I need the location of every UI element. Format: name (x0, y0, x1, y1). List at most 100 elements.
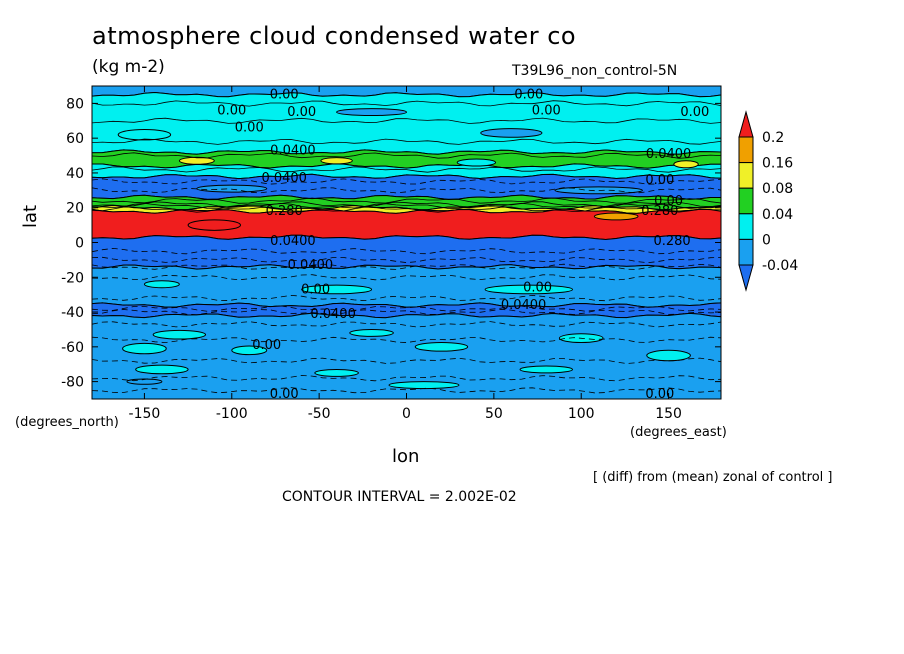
y-tick-label: -60 (61, 340, 84, 356)
y-tick-label: 80 (66, 96, 84, 112)
contour-patch (484, 284, 573, 295)
y-tick-label: 40 (66, 166, 84, 182)
y-tick-label: -80 (61, 375, 84, 391)
x-tick-label: -100 (216, 406, 248, 422)
contour-line (92, 247, 721, 255)
contour-line (92, 336, 721, 344)
contour-patch (301, 284, 373, 295)
contour-line (92, 166, 721, 173)
contour-line (92, 100, 721, 107)
contour-label: 0.00 (532, 103, 561, 118)
contour-patch (143, 280, 180, 289)
contour-patches (117, 108, 699, 390)
contour-line (92, 187, 721, 194)
contour-label: 0.00 (514, 88, 543, 103)
contour-label: 0.00 (235, 121, 264, 136)
contour-band (92, 264, 721, 308)
x-tick-label: -50 (308, 406, 331, 422)
contour-patch (231, 345, 268, 356)
contour-patch (646, 349, 691, 362)
contour-patch (135, 364, 189, 375)
contour-line (92, 357, 721, 364)
contour-label: 0.0400 (288, 258, 334, 273)
x-tick-label: -150 (129, 406, 161, 422)
contour-patch (414, 341, 469, 352)
contour-line (92, 375, 721, 382)
y-tick-label: -40 (61, 305, 84, 321)
contour-patch (122, 342, 167, 355)
colorbar: 0.2 0.16 0.08 0.04 0 -0.04 (738, 110, 798, 292)
contour-line (92, 178, 721, 185)
contour-patch (456, 158, 497, 167)
colorbar-extend-min (738, 264, 754, 292)
contour-label: 0.00 (252, 338, 281, 353)
contour-label: 0.0400 (646, 147, 692, 162)
contour-patch (336, 108, 407, 117)
y-tick-label: 0 (75, 236, 84, 252)
units-label: (kg m-2) (92, 57, 165, 77)
y-axis-units: (degrees_north) (15, 415, 119, 430)
contour-label: 0.0400 (501, 298, 547, 313)
contour-patch (673, 160, 699, 169)
x-axis-label: lon (392, 446, 420, 467)
contour-label: 0.0400 (270, 143, 316, 158)
colorbar-box (738, 162, 754, 189)
contour-line (92, 197, 721, 204)
contour-label: 0.280 (266, 204, 303, 219)
contour-line (92, 201, 721, 208)
y-tick-label: 60 (66, 131, 84, 147)
contour-line (92, 263, 721, 270)
contour-label: 0.00 (523, 281, 552, 296)
contour-patch (519, 365, 573, 374)
colorbar-box (738, 238, 754, 266)
contour-band (92, 234, 721, 270)
contour-patch (480, 128, 543, 138)
contour-line (92, 138, 721, 145)
colorbar-box (738, 187, 754, 215)
colorbar-label: 0 (762, 232, 771, 248)
axes: -150 -100 -50 0 50 100 150 80 60 40 20 0 -20 -40 -60 -8… (61, 86, 721, 422)
colorbar-label: 0.04 (762, 207, 793, 223)
x-tick-label: 0 (402, 406, 411, 422)
colorbar-box (738, 136, 754, 164)
contour-line (92, 294, 721, 302)
colorbar-label: 0.16 (762, 156, 793, 172)
colorbar-label: 0.08 (762, 181, 793, 197)
contour-label: 0.00 (680, 105, 709, 120)
contour-line (92, 308, 721, 316)
difference-note: [ (diff) from (mean) zonal of control ] (593, 470, 833, 485)
colorbar-extend-max (738, 110, 754, 138)
contour-label: 0.00 (270, 88, 299, 103)
contour-label: 0.00 (301, 282, 330, 297)
contour-label: 0.00 (645, 173, 674, 188)
contour-patch (196, 184, 268, 193)
contour-line (92, 206, 721, 213)
contour-line (92, 321, 721, 328)
contour-label: 0.0400 (270, 234, 316, 249)
y-axis-label: lat (20, 204, 41, 228)
contour-patch (320, 157, 353, 165)
contour-interval: CONTOUR INTERVAL = 2.002E-02 (282, 489, 517, 505)
contour-line (92, 256, 721, 264)
contour-labels: 0.000.00 0.000.000.00 0.000.000.0400 0.0400… (217, 88, 709, 402)
run-label: T39L96_non_control-5N (512, 63, 678, 79)
contour-label: 0.00 (645, 387, 674, 402)
contour-lines (92, 100, 721, 394)
contour-patch (314, 368, 359, 377)
contour-label: 0.00 (654, 194, 683, 209)
contour-patch (152, 329, 207, 340)
x-tick-label: 150 (655, 406, 682, 422)
contour-patch (349, 328, 394, 337)
filled-contours (92, 86, 721, 399)
contour-patch (388, 381, 460, 390)
colorbar-box (738, 213, 754, 240)
contour-line (92, 305, 721, 312)
contour-line (92, 152, 721, 159)
colorbar-label: 0.2 (762, 130, 784, 146)
x-tick-label: 50 (485, 406, 503, 422)
chart-title: atmosphere cloud condensed water co (92, 22, 577, 50)
contour-line (92, 274, 721, 281)
x-axis-units: (degrees_east) (630, 425, 727, 440)
contour-label: 0.00 (270, 387, 299, 402)
contour-patch (178, 156, 215, 165)
